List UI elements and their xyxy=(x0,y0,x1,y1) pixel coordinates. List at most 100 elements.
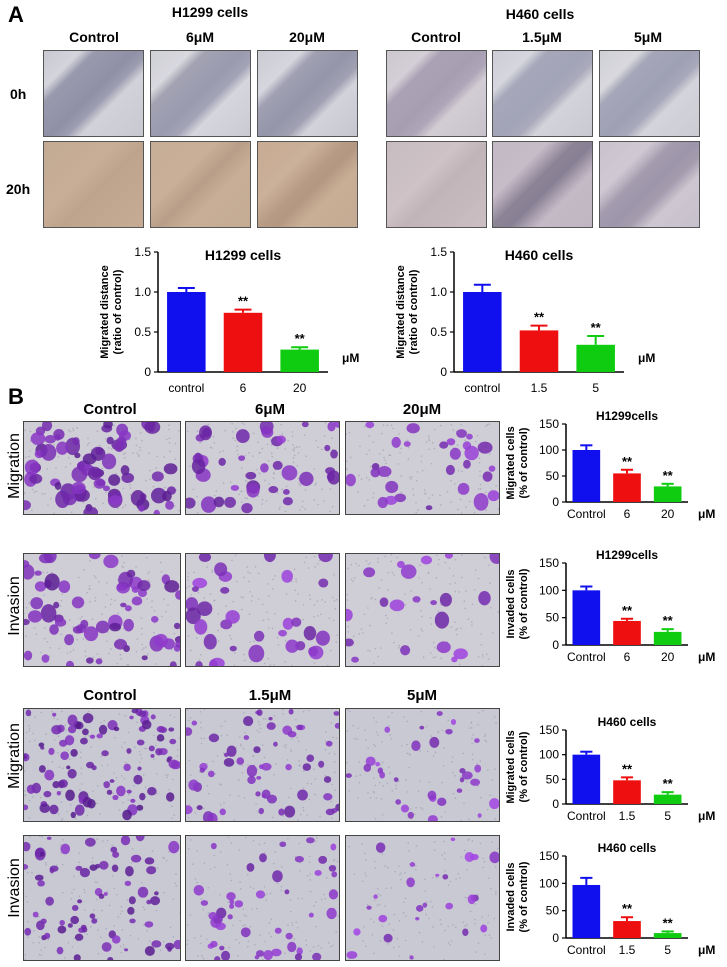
membrane-pore xyxy=(384,555,387,558)
membrane-pore xyxy=(62,838,64,841)
membrane-pore xyxy=(28,817,31,819)
membrane-pore xyxy=(156,455,159,458)
membrane-pore xyxy=(316,562,319,565)
membrane-pore xyxy=(219,451,221,454)
stained-cell xyxy=(144,422,161,434)
membrane-pore xyxy=(361,843,363,845)
stained-cell xyxy=(51,725,62,735)
stained-cell xyxy=(191,586,199,592)
membrane-pore xyxy=(428,497,431,499)
membrane-pore xyxy=(372,662,375,664)
membrane-pore xyxy=(99,444,101,447)
membrane-pore xyxy=(58,766,61,769)
membrane-pore xyxy=(489,607,492,609)
membrane-pore xyxy=(61,863,64,866)
y-tick-label: 0 xyxy=(552,931,559,945)
stained-cell xyxy=(411,740,421,752)
membrane-pore xyxy=(156,773,158,775)
stained-cell xyxy=(373,894,378,899)
membrane-pore xyxy=(238,849,241,851)
membrane-pore xyxy=(451,761,454,763)
membrane-pore xyxy=(392,929,395,931)
membrane-pore xyxy=(247,940,250,943)
membrane-pore xyxy=(26,901,29,903)
stained-cell xyxy=(363,567,376,578)
membrane-pore xyxy=(270,918,273,920)
stained-cell xyxy=(130,854,142,863)
membrane-pore xyxy=(303,561,306,564)
membrane-pore xyxy=(148,452,150,454)
membrane-pore xyxy=(87,734,90,737)
membrane-pore xyxy=(84,736,86,738)
stained-cell xyxy=(419,725,425,730)
membrane-pore xyxy=(462,752,465,755)
membrane-pore xyxy=(102,502,104,505)
membrane-pore xyxy=(271,627,274,630)
membrane-pore xyxy=(276,882,279,885)
membrane-pore xyxy=(257,811,259,814)
membrane-pore xyxy=(471,621,473,623)
membrane-pore xyxy=(33,627,36,629)
membrane-pore xyxy=(109,603,112,606)
stained-cell xyxy=(186,597,199,611)
membrane-pore xyxy=(294,589,297,592)
stained-cell xyxy=(44,434,56,444)
membrane-pore xyxy=(219,851,222,853)
stained-cell xyxy=(241,502,253,514)
stained-cell xyxy=(130,798,136,803)
membrane-pore xyxy=(115,776,118,779)
membrane-pore xyxy=(427,435,430,438)
membrane-pore xyxy=(270,444,273,446)
membrane-pore xyxy=(443,852,446,855)
membrane-pore xyxy=(430,623,433,625)
stained-cell xyxy=(477,813,482,818)
membrane-pore xyxy=(488,934,491,936)
membrane-pore xyxy=(471,603,474,605)
membrane-pore xyxy=(398,955,401,957)
membrane-pore xyxy=(405,915,407,917)
membrane-pore xyxy=(422,469,424,472)
membrane-pore xyxy=(415,806,417,809)
stained-cell xyxy=(73,954,81,960)
membrane-pore xyxy=(213,866,216,869)
membrane-pore xyxy=(485,509,487,512)
stained-cell xyxy=(247,775,256,785)
stained-cell xyxy=(67,923,73,928)
membrane-pore xyxy=(59,844,62,846)
stained-cell xyxy=(38,554,54,564)
membrane-pore xyxy=(333,858,336,861)
stained-cell xyxy=(129,918,136,924)
membrane-pore xyxy=(288,796,290,799)
membrane-pore xyxy=(406,743,408,746)
stained-cell xyxy=(489,554,499,564)
membrane-pore xyxy=(437,610,440,613)
membrane-pore xyxy=(129,934,132,937)
membrane-pore xyxy=(78,852,80,855)
membrane-pore xyxy=(264,851,266,854)
stained-cell xyxy=(147,787,157,796)
stained-cell xyxy=(323,776,332,783)
membrane-pore xyxy=(315,925,317,928)
membrane-pore xyxy=(346,460,348,463)
stained-cell xyxy=(67,768,77,779)
stained-cell xyxy=(253,630,265,642)
membrane-pore xyxy=(27,920,29,923)
membrane-pore xyxy=(440,816,443,818)
membrane-pore xyxy=(407,458,410,460)
stained-cell xyxy=(198,554,212,563)
membrane-pore xyxy=(172,898,175,901)
membrane-pore xyxy=(127,799,130,801)
membrane-pore xyxy=(263,885,266,888)
bar xyxy=(613,473,641,502)
membrane-pore xyxy=(187,572,190,575)
membrane-pore xyxy=(32,732,34,735)
stained-cell xyxy=(137,886,149,898)
stained-cell xyxy=(214,956,221,960)
membrane-pore xyxy=(257,720,260,723)
stained-cell xyxy=(276,435,286,444)
stained-cell xyxy=(226,745,237,757)
membrane-pore xyxy=(404,593,406,595)
membrane-pore xyxy=(281,432,284,435)
membrane-pore xyxy=(314,793,316,796)
membrane-pore xyxy=(271,455,274,458)
